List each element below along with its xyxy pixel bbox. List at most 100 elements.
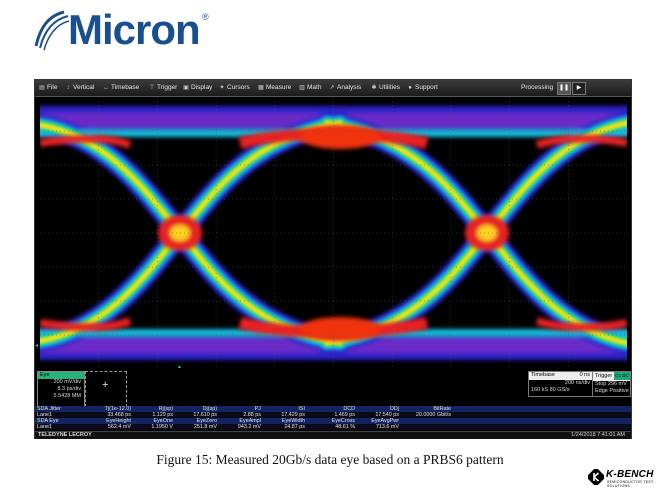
eye-trace-title: Eye [38, 372, 84, 379]
val-eyeampl: 943.2 mV [237, 424, 261, 430]
registered-mark: ® [202, 12, 209, 22]
trigger-mode-level: Stop 296 mV [595, 380, 627, 387]
menu-cursors[interactable]: ✦ Cursors [219, 82, 249, 94]
menu-utilities[interactable]: ✱ Utilities [371, 82, 399, 94]
val-eyecross: 48.61 % [335, 424, 355, 430]
measure-icon: ▦ [258, 85, 264, 91]
teledyne-lecroy-brand: TELEDYNE LECROY [38, 432, 92, 438]
val-eyeheight: 562.4 mV [107, 424, 131, 430]
jitter-group-label: SDA Jitter [37, 406, 61, 412]
val-ddj: 17.540 ps [375, 412, 399, 418]
pause-button[interactable]: ❚❚ [557, 82, 571, 95]
val-eyezero: 251.8 mV [193, 424, 217, 430]
timebase-scale: 200 ns/div [564, 379, 590, 386]
val-dcd: 1.469 ps [334, 412, 355, 418]
vertical-icon: ↕ [66, 85, 70, 91]
col-eyecross: EyeCross [331, 418, 355, 424]
menu-timebase[interactable]: ↔ Timebase [103, 82, 139, 94]
menu-vertical[interactable]: ↕ Vertical [65, 82, 95, 94]
analysis-icon: ↗ [329, 85, 335, 91]
cursors-icon: ✦ [219, 85, 225, 91]
eye-group-label: SDA Eye [37, 418, 59, 424]
trigger-position-marker[interactable]: ▴ [178, 364, 182, 370]
menu-measure[interactable]: ▦ Measure [258, 82, 291, 94]
play-icon: ▶ [576, 85, 582, 91]
channel-offset-marker[interactable]: ◂ [35, 343, 39, 349]
plus-icon: + [102, 379, 109, 391]
col-bitrate: BitRate [433, 406, 451, 412]
menu-bar: ▤ File ↕ Vertical ↔ Timebase ⊤ Trigger ▣ Disp… [35, 80, 631, 97]
val-tj: 33.468 ps [107, 412, 131, 418]
eye-values-row: Lane1 562.4 mV 1.1950 V 251.8 mV 943.2 m… [35, 424, 631, 430]
val-dj: 17.610 ps [193, 412, 217, 418]
graticule [40, 97, 627, 369]
support-icon: ● [408, 85, 412, 91]
menu-file[interactable]: ▤ File [39, 82, 57, 94]
trigger-source-badge: C1 DC [614, 372, 630, 380]
kbench-name: K-BENCH [606, 469, 654, 480]
timebase-icon: ↔ [103, 85, 109, 91]
menu-analysis[interactable]: ↗ Analysis [329, 82, 361, 94]
timebase-sample-rate: 160 kS 80 GS/s [531, 387, 570, 393]
val-isi: 17.429 ps [281, 412, 305, 418]
menu-trigger[interactable]: ⊤ Trigger [149, 82, 177, 94]
col-eyeheight: EyeHeight [106, 418, 131, 424]
col-eyezero: EyeZero [196, 418, 217, 424]
logo-wordmark: Micron [68, 6, 201, 53]
oscilloscope-window: ▤ File ↕ Vertical ↔ Timebase ⊤ Trigger ▣ Disp… [34, 79, 632, 439]
col-dj: Dj(sp) [202, 406, 217, 412]
col-eyeone: EyeOne [153, 418, 173, 424]
play-button[interactable]: ▶ [572, 82, 586, 95]
scope-info-panels: Eye 200 mV/div 8.3 ps/div 5.5428 MM + Ti… [35, 370, 631, 439]
eye-header-row: SDA Eye EyeHeight EyeOne EyeZero EyeAmpl… [35, 418, 631, 424]
timebase-offset: 0 ns [579, 372, 590, 378]
pause-icon: ❚❚ [558, 85, 570, 91]
col-ddj: DDj [390, 406, 399, 412]
menu-math[interactable]: ▥ Math [299, 82, 321, 94]
val-eyewidth: 24.87 ps [284, 424, 305, 430]
val-rj: 1.129 ps [152, 412, 173, 418]
val-eyeavgpwr: 713.6 mV [375, 424, 399, 430]
val-bitrate: 20.0000 Gbit/s [415, 412, 451, 418]
col-eyeavgpwr: EyeAvgPwr [371, 418, 399, 424]
eye-diagram-display [40, 97, 627, 369]
col-isi: ISI [298, 406, 305, 412]
menu-display[interactable]: ▣ Display [183, 82, 212, 94]
eye-horizontal-scale: 8.3 ps/div [57, 386, 81, 392]
eye-diagram [40, 97, 627, 369]
col-eyewidth: EyeWidth [281, 418, 305, 424]
val-eyeone: 1.1950 V [151, 424, 173, 430]
eye-lane-label: Lane1 [37, 424, 52, 430]
eye-sample-count: 5.5428 MM [53, 393, 81, 399]
trigger-label: Trigger [595, 373, 613, 379]
figure-caption: Figure 15: Measured 20Gb/s data eye base… [156, 452, 504, 467]
eye-vertical-scale: 200 mV/div [53, 379, 81, 385]
measurement-table: SDA Jitter Tj(1e-12.0) Rj(sp) Dj(sp) PJ … [35, 406, 631, 430]
add-trace-slot[interactable]: + [85, 371, 127, 407]
file-icon: ▤ [39, 85, 45, 91]
jitter-lane-label: Lane1 [37, 412, 52, 418]
col-tj: Tj(1e-12.0) [104, 406, 131, 412]
kbench-watermark: K-BENCH SEMICONDUCTOR TEST SOLUTIONS [588, 468, 658, 488]
jitter-values-row: Lane1 33.468 ps 1.129 ps 17.610 ps 2.88 … [35, 412, 631, 418]
jitter-header-row: SDA Jitter Tj(1e-12.0) Rj(sp) Dj(sp) PJ … [35, 406, 631, 412]
col-eyeampl: EyeAmpl [239, 418, 261, 424]
eye-trace-descriptor[interactable]: Eye 200 mV/div 8.3 ps/div 5.5428 MM [37, 371, 85, 407]
math-icon: ▥ [299, 85, 305, 91]
trigger-descriptor[interactable]: Trigger C1 DC Stop 296 mV Edge Positive [592, 371, 631, 397]
col-dcd: DCD [343, 406, 355, 412]
kbench-logo-icon [588, 469, 604, 485]
timebase-descriptor[interactable]: Timebase 0 ns 200 ns/div 160 kS 80 GS/s [528, 371, 593, 397]
col-pj: PJ [254, 406, 261, 412]
micron-swoosh-icon [34, 10, 70, 51]
kbench-tagline: SEMICONDUCTOR TEST SOLUTIONS [607, 480, 654, 488]
processing-status: Processing [521, 84, 554, 91]
utilities-icon: ✱ [371, 85, 377, 91]
timebase-label: Timebase [531, 372, 555, 378]
scope-status-bar: TELEDYNE LECROY 1/24/2018 7:41:01 AM [35, 431, 631, 439]
trigger-icon: ⊤ [149, 85, 155, 91]
menu-support[interactable]: ● Support [407, 82, 438, 94]
col-rj: Rj(sp) [158, 406, 173, 412]
trigger-type-slope: Edge Positive [595, 388, 629, 394]
capture-timestamp: 1/24/2018 7:41:01 AM [571, 432, 625, 438]
